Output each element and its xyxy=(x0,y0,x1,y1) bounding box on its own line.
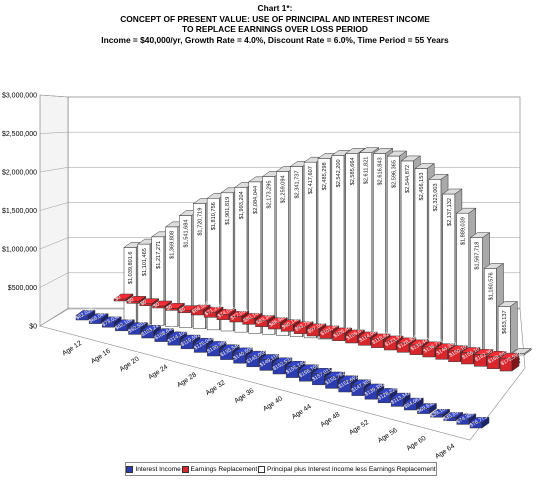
earnings-bar-side xyxy=(138,295,147,304)
principal-value-label: $2,259,094 xyxy=(281,175,287,203)
x-tick-label: Age 56 xyxy=(377,427,399,445)
y-tick-label: $2,000,000 xyxy=(2,170,37,177)
gridline-side xyxy=(39,272,69,288)
earnings-bar-side xyxy=(164,300,172,309)
gridline-side xyxy=(39,202,69,211)
x-tick-label: Age 24 xyxy=(147,363,169,381)
legend-item-interest: Interest Income xyxy=(126,465,181,473)
principal-value-label: $1,217,271 xyxy=(156,241,162,269)
chart-title-line-1: Chart 1*: xyxy=(257,3,293,13)
principal-value-label: $653,137 xyxy=(502,310,508,333)
principal-value-label: $1,039,801.6 xyxy=(128,251,134,284)
legend-item-earnings: Earnings Replacement xyxy=(181,465,258,473)
gridline-side xyxy=(39,94,69,98)
principal-value-label: $2,084,044 xyxy=(253,186,259,214)
earnings-value-label: $0 xyxy=(153,302,161,310)
x-tick-label: Age 52 xyxy=(348,419,370,437)
principal-value-label: $2,456,153 xyxy=(419,173,425,201)
x-tick-label: Age 64 xyxy=(434,443,456,461)
principal-value-label: $1,901,819 xyxy=(225,197,231,225)
legend: Interest Income Earnings Replacement Pri… xyxy=(125,462,437,476)
principal-value-label: $2,611,821 xyxy=(364,157,370,185)
earnings-value-label: $0 xyxy=(127,297,135,305)
interest-bar-side xyxy=(481,416,490,429)
principal-value-label: $2,585,664 xyxy=(350,157,356,185)
chart-title-block: Chart 1*: CONCEPT OF PRESENT VALUE: USE … xyxy=(0,3,550,45)
principal-value-label: $2,323,003 xyxy=(433,183,439,211)
principal-bar-side xyxy=(510,300,518,355)
chart-title-line-3: TO REPLACE EARNINGS OVER LOSS PERIOD xyxy=(182,24,368,35)
principal-value-label: $2,596,365 xyxy=(391,160,397,188)
side-wall xyxy=(39,94,69,327)
legend-item-principal: Principal plus Interest Income less Earn… xyxy=(258,465,436,473)
y-tick-label: $2,500,000 xyxy=(2,131,37,138)
principal-value-label: $2,137,132 xyxy=(447,198,453,226)
earnings-bar-side xyxy=(511,352,520,372)
earnings-value-label: $0 xyxy=(178,306,186,314)
y-tick-label: $3,000,000 xyxy=(2,93,37,100)
principal-value-label: $1,160,576 xyxy=(488,272,494,300)
principal-value-label: $2,542,200 xyxy=(336,159,342,187)
principal-value-label: $1,541,684 xyxy=(184,220,190,248)
x-tick-label: Age 12 xyxy=(61,340,83,358)
x-tick-label: Age 36 xyxy=(233,387,255,405)
principal-value-label: $1,369,808 xyxy=(170,231,176,259)
y-tick-label: $0 xyxy=(29,324,37,331)
interest-bar-side xyxy=(442,408,450,418)
legend-label-principal: Principal plus Interest Income less Earn… xyxy=(267,465,436,473)
principal-value-label: $1,101,465 xyxy=(142,248,148,276)
interest-bar-side xyxy=(429,403,437,415)
principal-value-label: $2,173,295 xyxy=(267,181,273,209)
earnings-bar-side xyxy=(177,302,185,311)
x-tick-label: Age 48 xyxy=(319,411,341,429)
x-tick-label: Age 40 xyxy=(262,395,284,413)
gridline-side xyxy=(39,307,69,327)
principal-bar-side xyxy=(523,348,532,356)
earnings-bar-side xyxy=(125,293,134,302)
x-tick-label: Age 20 xyxy=(119,356,141,374)
principal-value-label: $2,485,298 xyxy=(322,162,328,190)
x-tick-label: Age 32 xyxy=(205,379,227,397)
gridline-side xyxy=(39,237,69,250)
gridline-side xyxy=(39,167,69,173)
principal-value-label: $2,417,607 xyxy=(308,166,314,194)
x-tick-label: Age 44 xyxy=(291,403,313,421)
chart-subtitle: Income = $40,000/yr, Growth Rate = 4.0%,… xyxy=(101,34,449,45)
earnings-value-label: $0 xyxy=(165,304,173,312)
x-tick-label: Age 16 xyxy=(90,348,112,366)
y-tick-label: $500,000 xyxy=(8,285,37,292)
principal-value-label: $2,616,843 xyxy=(378,157,384,185)
principal-value-label: $1,993,204 xyxy=(239,191,245,219)
gridline-side xyxy=(39,131,69,134)
y-tick-label: $1,000,000 xyxy=(2,247,37,254)
legend-label-earnings: Earnings Replacement xyxy=(190,465,258,473)
earnings-value-label: $0 xyxy=(114,295,122,303)
legend-swatch-interest xyxy=(126,465,134,473)
earnings-bar-side xyxy=(151,298,159,307)
principal-value-label: $1,720,719 xyxy=(197,208,203,236)
x-tick-label: Age 60 xyxy=(406,435,428,453)
legend-swatch-principal xyxy=(258,465,265,473)
chart-title-line-2: CONCEPT OF PRESENT VALUE: USE OF PRINCIP… xyxy=(120,13,430,24)
legend-label-interest: Interest Income xyxy=(135,465,181,473)
x-tick-label: Age 28 xyxy=(176,371,198,389)
principal-value-label: $2,341,737 xyxy=(294,171,300,199)
principal-value-label: $2,544,872 xyxy=(405,165,411,193)
principal-value-label: $1,567,718 xyxy=(475,242,481,270)
principal-value-label: $1,889,039 xyxy=(461,217,467,245)
legend-swatch-earnings xyxy=(181,465,189,473)
y-tick-label: $1,500,000 xyxy=(2,208,37,215)
earnings-value-label: $0 xyxy=(140,299,148,307)
principal-value-label: $1,810,756 xyxy=(211,202,217,230)
